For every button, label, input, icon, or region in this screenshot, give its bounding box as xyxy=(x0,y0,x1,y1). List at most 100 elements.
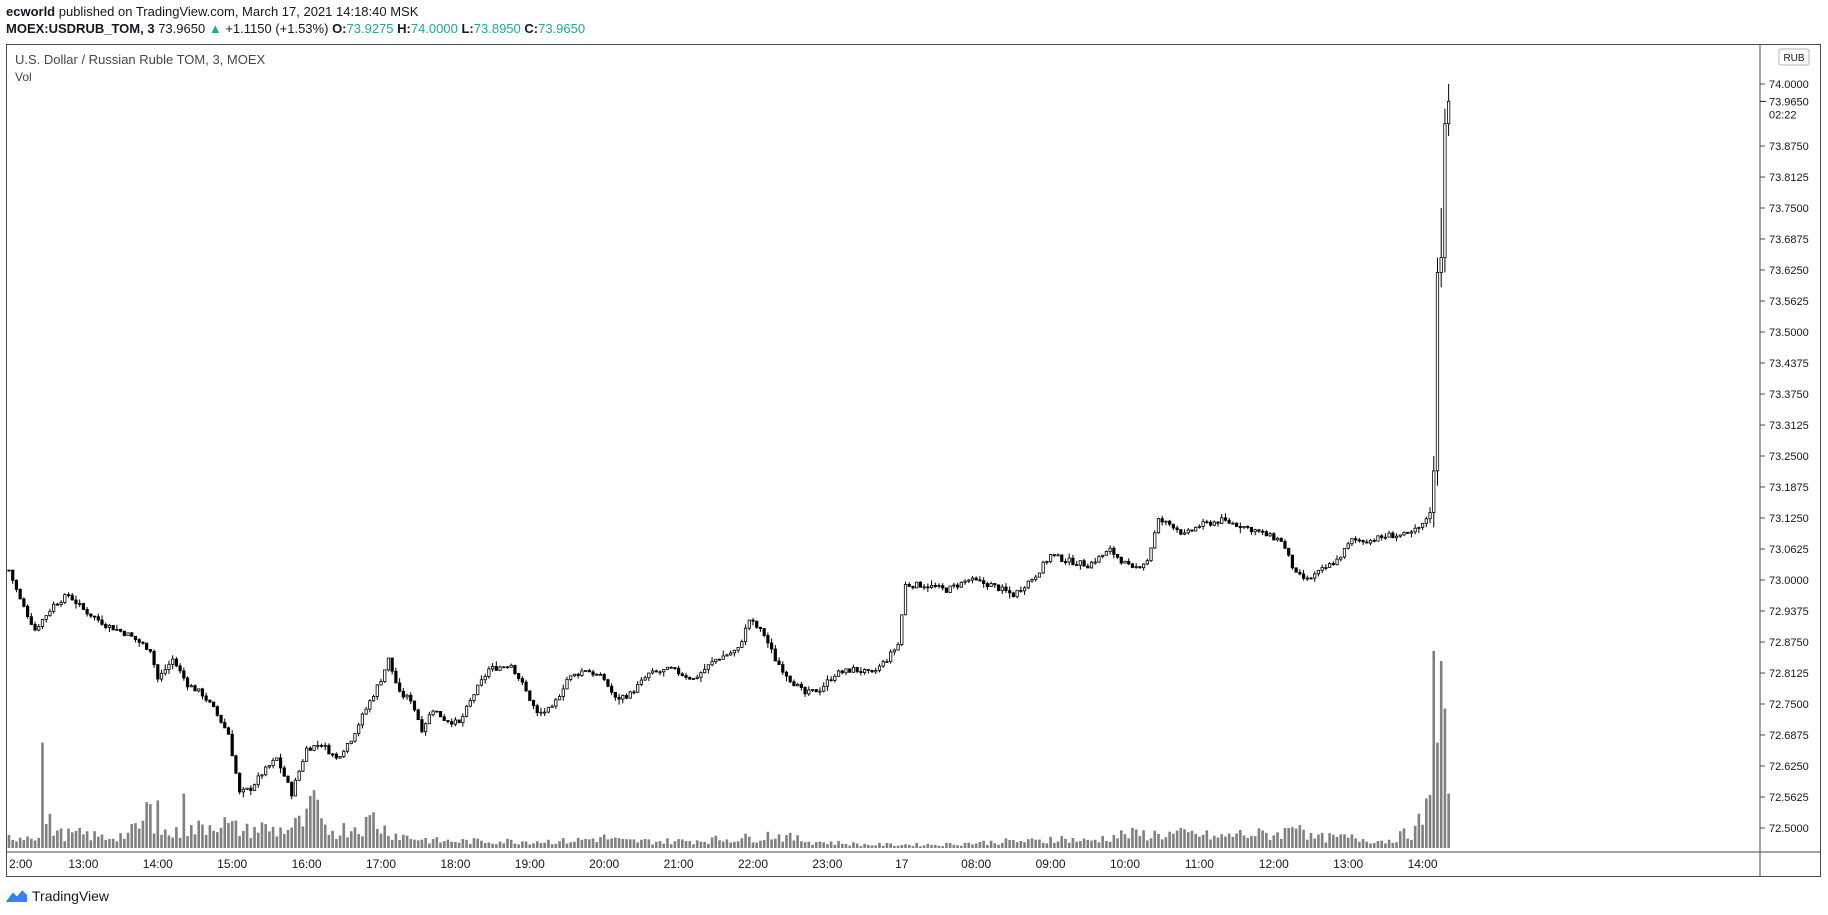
candle xyxy=(944,587,949,593)
candle xyxy=(1030,578,1034,583)
volume-bar xyxy=(643,839,647,848)
candle-body xyxy=(889,651,893,662)
volume-bar xyxy=(818,841,822,848)
volume-bar xyxy=(870,845,874,848)
volume-bar xyxy=(1272,835,1276,848)
volume-bar xyxy=(100,834,104,848)
candle-body xyxy=(673,667,677,669)
volume-bar xyxy=(948,842,952,848)
candle-body xyxy=(557,696,562,701)
candle xyxy=(159,669,164,682)
candle-body xyxy=(1264,531,1268,537)
author-name[interactable]: ecworld xyxy=(6,4,56,19)
currency-badge[interactable]: RUB xyxy=(1778,48,1810,66)
candle xyxy=(1082,558,1086,567)
volume-bar xyxy=(543,842,546,848)
candle xyxy=(1142,563,1146,571)
candle xyxy=(1194,526,1198,532)
x-tick-label: 21:00 xyxy=(664,857,694,871)
volume-bar xyxy=(48,813,52,848)
candle xyxy=(900,614,904,647)
candle xyxy=(729,650,733,656)
candle xyxy=(1413,524,1417,535)
candle-body xyxy=(130,632,134,637)
volume-bar xyxy=(149,804,152,848)
series-legend[interactable]: U.S. Dollar / Russian Ruble TOM, 3, MOEX xyxy=(15,52,266,67)
candle xyxy=(286,775,290,784)
candle-body xyxy=(1026,580,1030,589)
candle-body xyxy=(416,709,420,720)
candle-body xyxy=(732,649,737,654)
volume-bar xyxy=(108,838,111,848)
candle xyxy=(855,666,859,674)
candle-body xyxy=(591,671,595,676)
candle xyxy=(44,615,48,623)
tradingview-logo[interactable]: TradingView xyxy=(6,888,109,904)
candle-body xyxy=(1283,541,1287,549)
candle xyxy=(81,602,85,611)
candle xyxy=(461,713,465,727)
candle-body xyxy=(490,666,495,670)
volume-bar xyxy=(309,795,312,848)
candle-body xyxy=(535,705,539,714)
candle xyxy=(89,613,93,619)
candle-body xyxy=(859,671,863,674)
volume-bar xyxy=(699,841,703,848)
candle-body xyxy=(1447,100,1451,125)
candle-body xyxy=(959,581,963,588)
candle xyxy=(468,697,472,708)
candle xyxy=(703,664,707,674)
candle-body xyxy=(1301,573,1306,579)
volume-bar xyxy=(1395,842,1398,848)
candle xyxy=(1432,456,1436,528)
ohlc-header: MOEX:USDRUB_TOM, 3 73.9650 ▲ +1.1150 (+1… xyxy=(6,21,585,36)
volume-bar xyxy=(126,832,130,848)
candle xyxy=(409,692,413,705)
candle-body xyxy=(669,666,673,669)
candle xyxy=(375,684,379,700)
candle-body xyxy=(96,616,100,621)
candle-body xyxy=(1112,547,1116,555)
candle xyxy=(331,752,335,758)
candle xyxy=(691,678,696,680)
candle xyxy=(658,670,662,676)
candle-body xyxy=(1406,531,1410,534)
candle-body xyxy=(1149,547,1153,562)
candle xyxy=(412,700,417,712)
candle xyxy=(494,661,498,671)
chart-frame[interactable] xyxy=(6,44,1821,877)
candle-body xyxy=(1272,533,1276,541)
volume-bar xyxy=(580,839,584,848)
volume-bar xyxy=(714,835,718,848)
volume-bar xyxy=(1242,835,1246,848)
candle xyxy=(818,687,822,696)
volume-bar xyxy=(420,839,424,848)
candle-body xyxy=(822,685,826,692)
volume-bar xyxy=(1257,828,1261,848)
candle-body xyxy=(792,681,796,687)
candle xyxy=(740,639,744,648)
volume-bar xyxy=(491,843,494,848)
candle-body xyxy=(286,775,290,783)
candle xyxy=(829,676,833,682)
volume-bar xyxy=(442,841,446,848)
candle-body xyxy=(238,772,242,793)
candle-body xyxy=(163,669,167,674)
candle xyxy=(1398,534,1402,538)
volume-bar xyxy=(93,831,96,848)
candle-body xyxy=(1071,557,1075,566)
candle xyxy=(1197,524,1201,529)
volume-bar xyxy=(1053,843,1056,848)
candle-body xyxy=(978,579,982,582)
candle-body xyxy=(1101,554,1105,557)
volume-legend[interactable]: Vol xyxy=(15,70,32,84)
candle xyxy=(1052,554,1056,558)
volume-bar xyxy=(952,844,956,848)
candle-body xyxy=(1078,560,1082,566)
volume-bar xyxy=(394,833,398,848)
x-tick-label: 12:00 xyxy=(1259,857,1289,871)
volume-bar xyxy=(409,838,413,848)
candle-body xyxy=(513,664,517,674)
candle-body xyxy=(81,603,85,610)
